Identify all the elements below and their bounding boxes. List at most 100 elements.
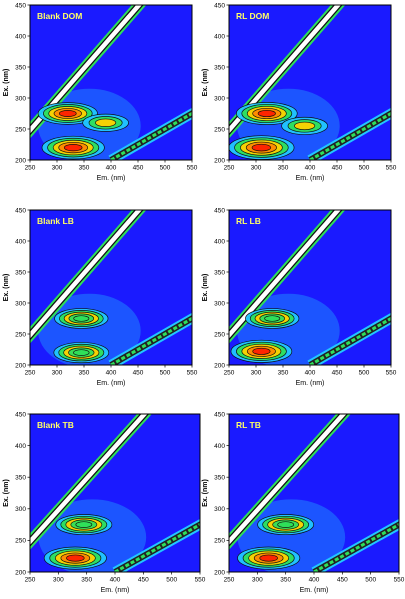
peak-1-contour-5 xyxy=(73,315,90,322)
second-order-scatter-band xyxy=(309,111,391,160)
x-tick-label: 250 xyxy=(25,165,36,172)
x-tick-label: 300 xyxy=(53,577,64,584)
y-tick-label: 450 xyxy=(15,207,26,214)
x-axis-label: Em. (nm) xyxy=(296,380,325,387)
y-tick-label: 450 xyxy=(15,2,26,9)
x-tick-label: 450 xyxy=(337,577,348,584)
x-tick-label: 400 xyxy=(309,577,320,584)
x-tick-label: 450 xyxy=(138,577,149,584)
y-axis-label: Ex. (nm) xyxy=(202,274,209,302)
plot-area xyxy=(30,210,192,365)
y-tick-label: 250 xyxy=(15,538,26,545)
y-tick-label: 300 xyxy=(214,506,225,513)
x-tick-label: 500 xyxy=(160,165,171,172)
x-tick-label: 550 xyxy=(187,165,198,172)
y-tick-label: 450 xyxy=(214,207,225,214)
x-tick-label: 500 xyxy=(359,370,370,377)
y-axis-label: Ex. (nm) xyxy=(202,479,209,507)
y-tick-label: 300 xyxy=(214,95,225,102)
peak-2-contour-5 xyxy=(259,554,278,562)
y-axis-label: Ex. (nm) xyxy=(3,479,10,507)
x-tick-label: 300 xyxy=(252,577,263,584)
y-axis-label: Ex. (nm) xyxy=(3,274,10,302)
x-tick-label: 400 xyxy=(305,370,316,377)
x-tick-label: 500 xyxy=(166,577,177,584)
y-tick-label: 400 xyxy=(214,443,225,450)
peak-1-contour-5 xyxy=(277,521,295,528)
x-tick-label: 450 xyxy=(133,165,144,172)
x-tick-label: 500 xyxy=(359,165,370,172)
x-axis-label: Em. (nm) xyxy=(97,380,126,387)
plot-area xyxy=(30,5,192,160)
x-axis-label: Em. (nm) xyxy=(300,587,329,594)
y-tick-label: 200 xyxy=(15,362,26,369)
y-axis-label: Ex. (nm) xyxy=(202,69,209,97)
x-tick-label: 500 xyxy=(160,370,171,377)
rayleigh-scatter-ridge xyxy=(229,414,347,546)
second-order-scatter-band xyxy=(110,316,192,365)
second-order-scatter-band xyxy=(313,522,399,572)
x-tick-label: 550 xyxy=(394,577,405,584)
x-tick-label: 300 xyxy=(52,370,63,377)
second-order-scatter-band xyxy=(110,111,192,160)
x-tick-label: 550 xyxy=(187,370,198,377)
x-tick-label: 450 xyxy=(133,370,144,377)
plot-area xyxy=(229,414,399,572)
y-tick-label: 400 xyxy=(15,238,26,245)
x-tick-label: 350 xyxy=(278,165,289,172)
plot-area xyxy=(229,210,391,365)
y-tick-label: 350 xyxy=(15,475,26,482)
x-tick-label: 400 xyxy=(110,577,121,584)
y-axis-label: Ex. (nm) xyxy=(3,69,10,97)
second-order-scatter-band xyxy=(114,522,200,572)
x-tick-label: 550 xyxy=(386,165,397,172)
y-tick-label: 450 xyxy=(214,2,225,9)
peak-2-contour-5 xyxy=(73,349,90,356)
y-tick-label: 400 xyxy=(15,443,26,450)
x-tick-label: 450 xyxy=(332,370,343,377)
y-tick-label: 200 xyxy=(214,569,225,576)
y-tick-label: 350 xyxy=(214,475,225,482)
x-tick-label: 350 xyxy=(79,165,90,172)
y-tick-label: 200 xyxy=(15,157,26,164)
x-tick-label: 500 xyxy=(365,577,376,584)
x-tick-label: 350 xyxy=(278,370,289,377)
y-tick-label: 200 xyxy=(15,569,26,576)
x-tick-label: 250 xyxy=(224,577,235,584)
rayleigh-scatter-ridge xyxy=(30,414,148,546)
y-tick-label: 300 xyxy=(15,95,26,102)
rayleigh-scatter-ridge xyxy=(229,210,342,339)
y-tick-label: 300 xyxy=(15,300,26,307)
x-tick-label: 300 xyxy=(251,165,262,172)
x-tick-label: 400 xyxy=(305,165,316,172)
y-tick-label: 200 xyxy=(214,362,225,369)
peak-1-contour-5 xyxy=(257,109,276,118)
panel-title: RL DOM xyxy=(236,11,269,21)
x-tick-label: 550 xyxy=(386,370,397,377)
x-axis-label: Em. (nm) xyxy=(101,587,130,594)
peak-2-contour-5 xyxy=(251,143,272,152)
x-tick-label: 250 xyxy=(25,577,36,584)
x-tick-label: 250 xyxy=(25,370,36,377)
x-tick-label: 250 xyxy=(224,370,235,377)
x-tick-label: 300 xyxy=(52,165,63,172)
y-tick-label: 350 xyxy=(214,64,225,71)
rayleigh-scatter-ridge xyxy=(30,210,143,339)
y-tick-label: 250 xyxy=(214,126,225,133)
peak-3-contour-3 xyxy=(95,118,117,128)
y-tick-label: 250 xyxy=(15,331,26,338)
y-tick-label: 250 xyxy=(214,331,225,338)
x-tick-label: 550 xyxy=(195,577,206,584)
peak-1-contour-5 xyxy=(58,110,77,117)
y-tick-label: 350 xyxy=(214,269,225,276)
peak-2-contour-5 xyxy=(252,347,271,355)
plot-area xyxy=(229,5,391,160)
y-tick-label: 250 xyxy=(214,538,225,545)
peak-1-contour-5 xyxy=(75,521,93,528)
x-tick-label: 450 xyxy=(332,165,343,172)
